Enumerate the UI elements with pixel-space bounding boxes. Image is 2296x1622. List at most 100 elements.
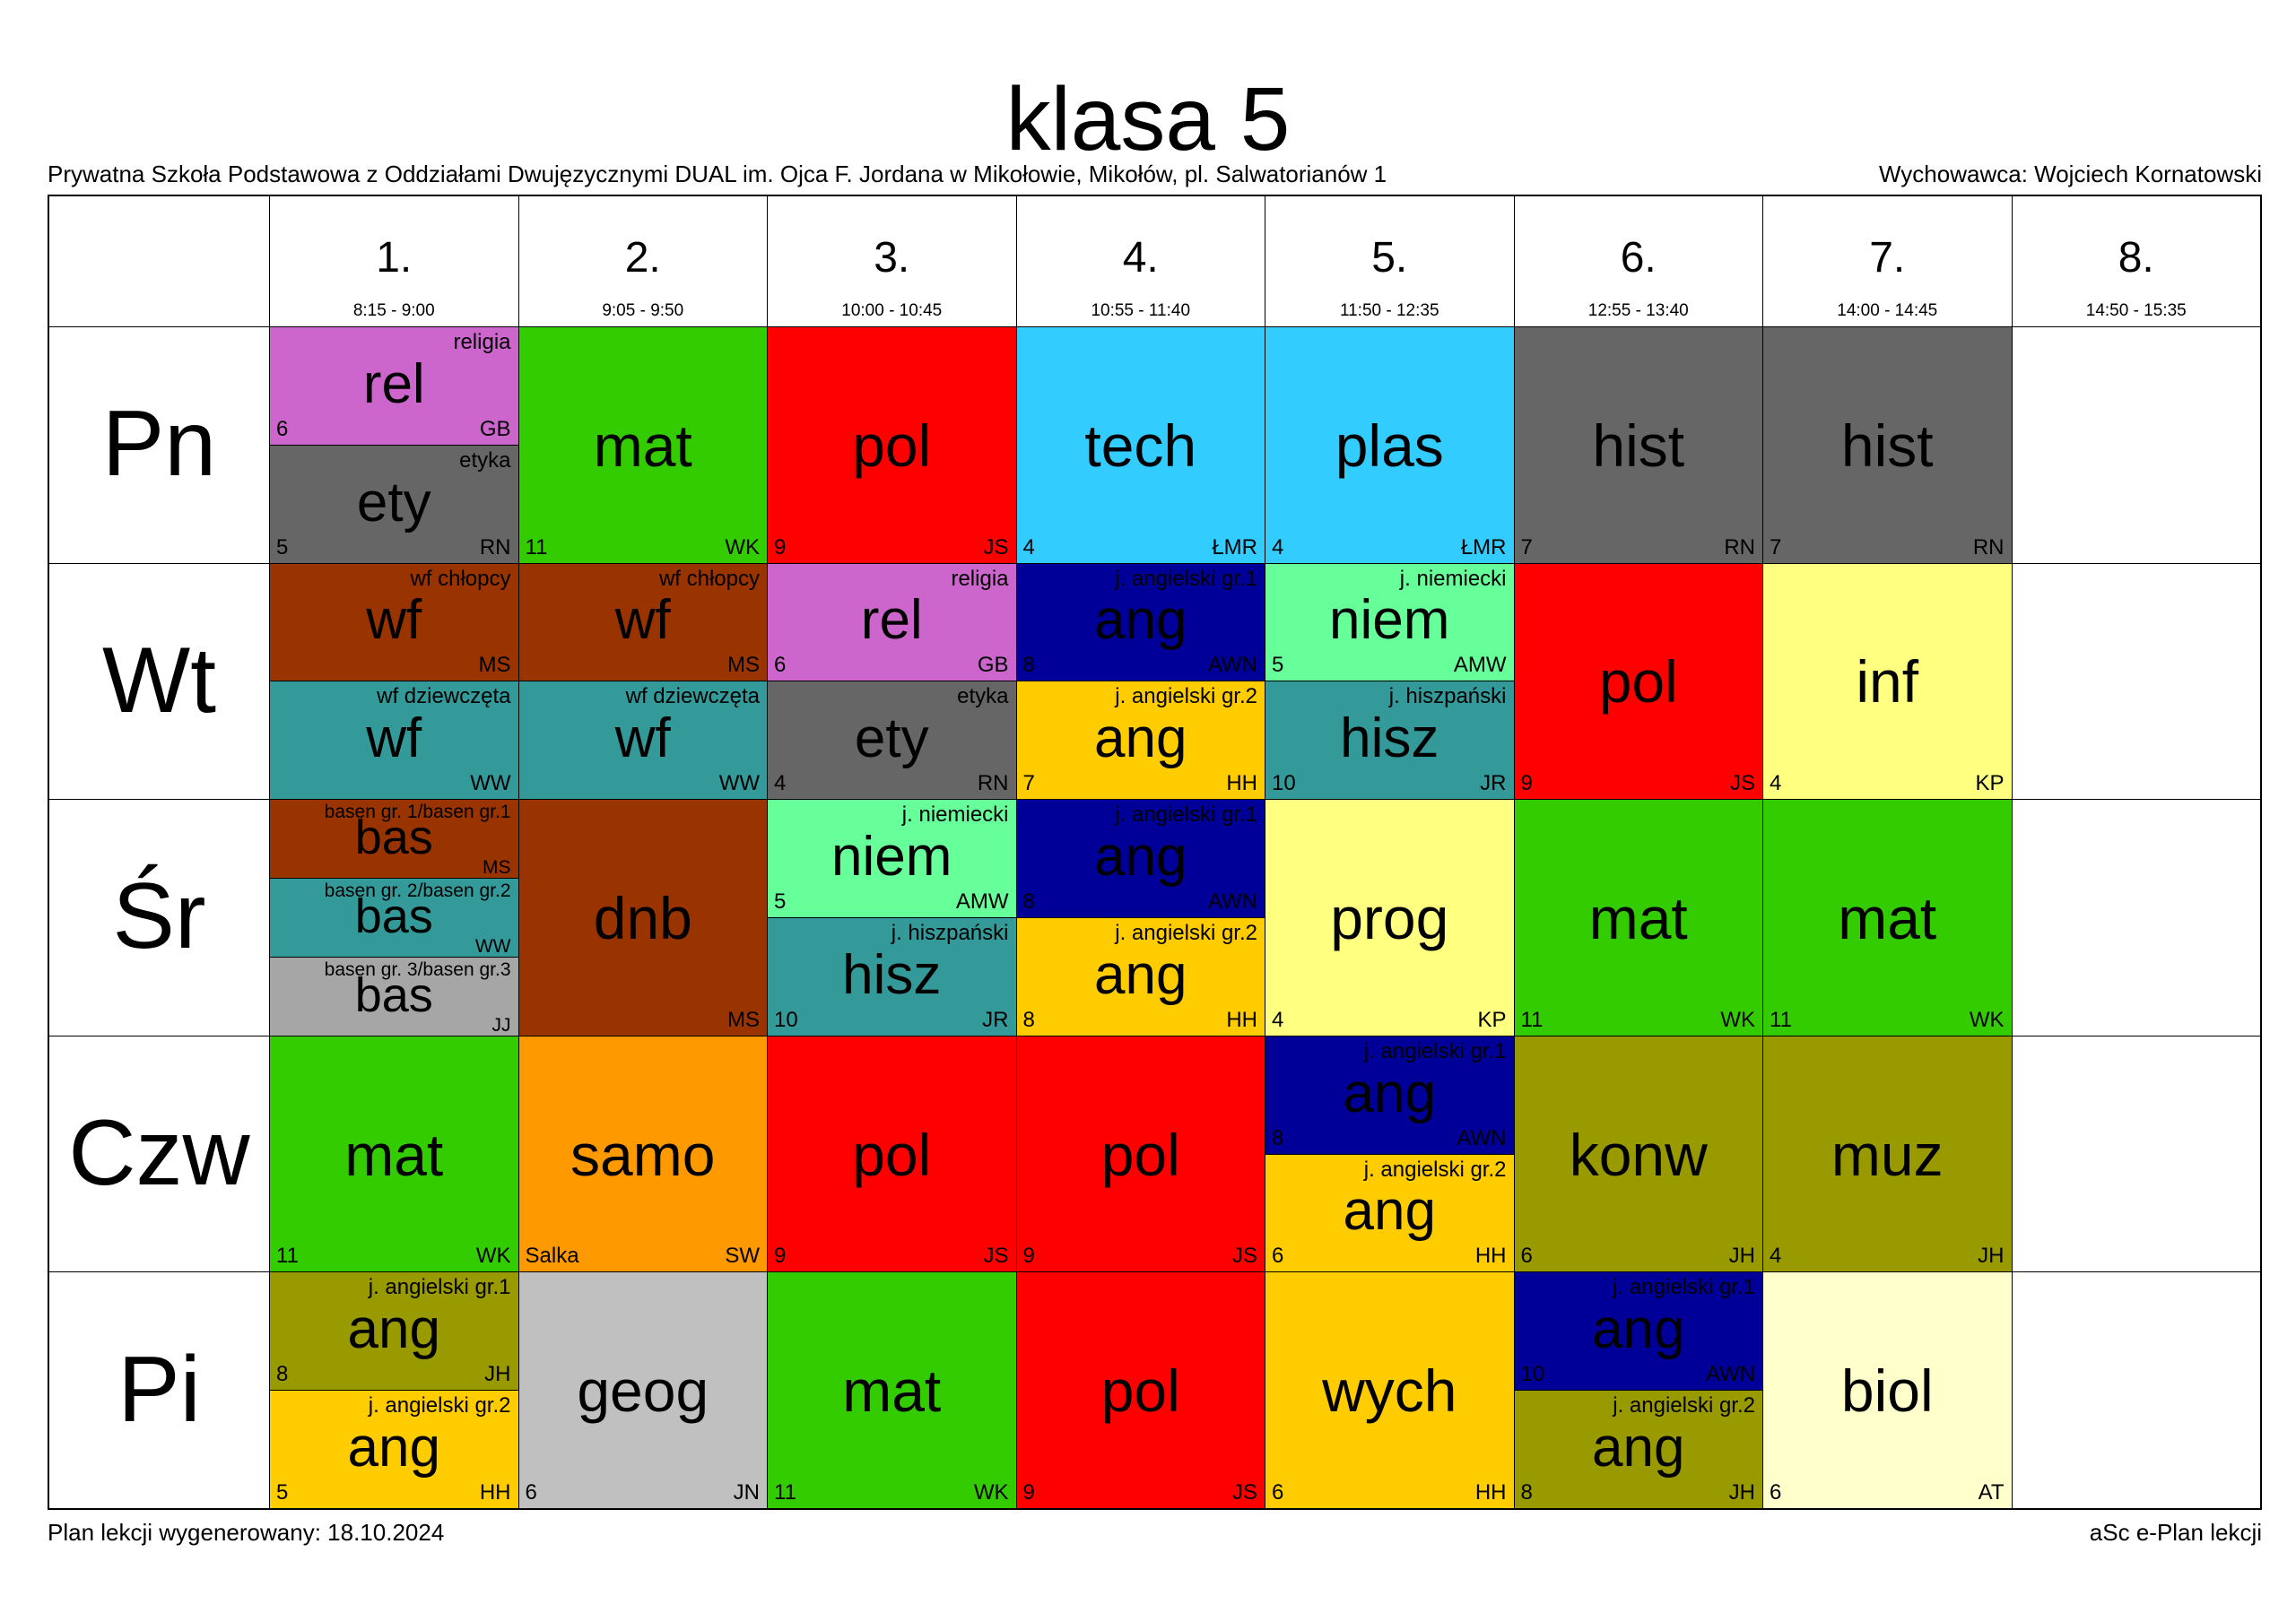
- lesson-cell[interactable]: ang j. angielski gr.1 8 AWN: [1265, 1035, 1515, 1155]
- lesson-cell[interactable]: niem j. niemiecki 5 AMW: [1265, 562, 1515, 682]
- lesson-cell[interactable]: bas basen gr. 3/basen gr.3 JJ: [269, 956, 519, 1037]
- lesson-cell[interactable]: bas basen gr. 2/basen gr.2 WW: [269, 878, 519, 958]
- school-name: Prywatna Szkoła Podstawowa z Oddziałami …: [48, 160, 1387, 187]
- lesson-full-name: j. angielski gr.2: [368, 1393, 511, 1418]
- lesson-cell[interactable]: pol 9 JS: [1015, 1035, 1265, 1273]
- lesson-full-name: j. niemiecki: [1399, 566, 1507, 591]
- lesson-cell[interactable]: ang j. angielski gr.1 8 AWN: [1015, 562, 1265, 682]
- lesson-cell[interactable]: hisz j. hiszpański 10 JR: [1265, 681, 1515, 801]
- lesson-full-name: j. angielski gr.1: [1613, 1275, 1755, 1300]
- lesson-teacher: MS: [727, 653, 760, 678]
- lesson-subject: pol: [1100, 1357, 1180, 1425]
- lesson-subject: mat: [593, 412, 692, 479]
- lesson-room: 10: [1520, 1362, 1545, 1387]
- lesson-cell[interactable]: ang j. angielski gr.2 8 JH: [1513, 1390, 1763, 1509]
- lesson-cell[interactable]: ang j. angielski gr.2 7 HH: [1015, 681, 1265, 801]
- lesson-cell[interactable]: konw 6 JH: [1513, 1035, 1763, 1273]
- lesson-cell[interactable]: mat 11 WK: [767, 1271, 1017, 1509]
- lesson-cell[interactable]: prog 4 KP: [1265, 799, 1515, 1037]
- lesson-room: 6: [1272, 1479, 1284, 1505]
- lesson-cell[interactable]: hist 7 RN: [1513, 326, 1763, 564]
- lesson-subject: niem: [831, 826, 952, 889]
- period-header: 5. 11:50 - 12:35: [1265, 196, 1514, 326]
- lesson-subject: konw: [1569, 1121, 1708, 1188]
- lesson-teacher: JS: [1231, 1244, 1257, 1269]
- lesson-room: 11: [774, 1479, 796, 1505]
- lesson-cell[interactable]: hist 7 RN: [1762, 326, 2013, 564]
- day-label: Pi: [117, 1337, 201, 1442]
- lesson-cell[interactable]: mat 11 WK: [269, 1035, 519, 1273]
- lesson-cell[interactable]: ety etyka 4 RN: [767, 681, 1017, 801]
- lesson-teacher: WK: [725, 534, 760, 559]
- lesson-full-name: j. angielski gr.1: [1363, 1038, 1507, 1063]
- lesson-teacher: JH: [1728, 1244, 1755, 1269]
- lesson-teacher: JJ: [491, 1014, 511, 1036]
- period-number: 8.: [2118, 234, 2154, 282]
- lesson-cell[interactable]: ang j. angielski gr.2 8 HH: [1015, 917, 1265, 1037]
- lesson-cell[interactable]: ang j. angielski gr.1 8 AWN: [1015, 799, 1265, 918]
- lesson-teacher: JS: [983, 534, 1009, 559]
- lesson-cell[interactable]: ang j. angielski gr.2 6 HH: [1265, 1153, 1515, 1273]
- lesson-cell[interactable]: wf wf chłopcy MS: [517, 562, 768, 682]
- lesson-teacher: AWN: [1705, 1362, 1755, 1387]
- lesson-cell[interactable]: mat 11 WK: [517, 326, 768, 564]
- lesson-cell[interactable]: pol 9 JS: [1015, 1271, 1265, 1509]
- lesson-cell[interactable]: plas 4 ŁMR: [1265, 326, 1515, 564]
- lesson-full-name: j. niemiecki: [901, 802, 1009, 828]
- lesson-cell[interactable]: wych 6 HH: [1265, 1271, 1515, 1509]
- lesson-room: 5: [276, 1479, 289, 1505]
- lesson-subject: ang: [347, 1298, 440, 1361]
- column-divider: [2260, 326, 2261, 1508]
- period-header: 8. 14:50 - 15:35: [2011, 196, 2261, 326]
- lesson-subject: bas: [354, 967, 433, 1022]
- lesson-cell[interactable]: biol 6 AT: [1762, 1271, 2013, 1509]
- lesson-cell[interactable]: bas basen gr. 1/basen gr.1 MS: [269, 799, 519, 880]
- lesson-full-name: j. angielski gr.1: [1115, 566, 1257, 591]
- lesson-teacher: MS: [727, 1007, 760, 1032]
- lesson-cell[interactable]: hisz j. hiszpański 10 JR: [767, 917, 1017, 1037]
- lesson-cell[interactable]: inf 4 KP: [1762, 562, 2013, 801]
- lesson-cell[interactable]: samo Salka SW: [517, 1035, 768, 1273]
- lesson-teacher: WK: [1969, 1007, 2005, 1032]
- lesson-teacher: HH: [479, 1479, 511, 1505]
- lesson-cell[interactable]: dnb MS: [517, 799, 768, 1037]
- lesson-subject: ang: [1094, 826, 1187, 889]
- lesson-full-name: basen gr. 3/basen gr.3: [324, 958, 511, 980]
- period-header: 3. 10:00 - 10:45: [767, 196, 1016, 326]
- lesson-cell[interactable]: wf wf dziewczęta WW: [517, 681, 768, 801]
- lesson-cell[interactable]: wf wf chłopcy MS: [269, 562, 519, 682]
- lesson-room: 6: [525, 1479, 537, 1505]
- lesson-teacher: RN: [479, 534, 511, 559]
- lesson-cell[interactable]: ety etyka 5 RN: [269, 444, 519, 564]
- lesson-cell[interactable]: rel religia 6 GB: [269, 326, 519, 446]
- lesson-cell[interactable]: mat 11 WK: [1513, 799, 1763, 1037]
- day-label: Pn: [101, 392, 217, 497]
- lesson-teacher: WK: [1720, 1007, 1755, 1032]
- lesson-subject: pol: [1598, 648, 1678, 716]
- period-time: 8:15 - 9:00: [352, 301, 435, 320]
- lesson-cell[interactable]: pol 9 JS: [1513, 562, 1763, 801]
- lesson-cell[interactable]: mat 11 WK: [1762, 799, 2013, 1037]
- lesson-subject: muz: [1831, 1121, 1944, 1188]
- lesson-subject: wych: [1322, 1357, 1457, 1425]
- lesson-cell[interactable]: tech 4 ŁMR: [1015, 326, 1265, 564]
- lesson-cell[interactable]: muz 4 JH: [1762, 1035, 2013, 1273]
- lesson-room: 5: [276, 534, 289, 559]
- lesson-teacher: JR: [1480, 771, 1507, 796]
- lesson-teacher: JH: [1728, 1479, 1755, 1505]
- lesson-subject: mat: [344, 1121, 444, 1188]
- lesson-cell[interactable]: niem j. niemiecki 5 AMW: [767, 799, 1017, 918]
- lesson-cell[interactable]: ang j. angielski gr.1 8 JH: [269, 1271, 519, 1392]
- lesson-full-name: etyka: [957, 684, 1009, 709]
- lesson-subject: ang: [1343, 1180, 1436, 1243]
- lesson-cell[interactable]: pol 9 JS: [767, 326, 1017, 564]
- lesson-cell[interactable]: ang j. angielski gr.2 5 HH: [269, 1390, 519, 1509]
- lesson-cell[interactable]: ang j. angielski gr.1 10 AWN: [1513, 1271, 1763, 1392]
- lesson-cell[interactable]: wf wf dziewczęta WW: [269, 681, 519, 801]
- lesson-cell[interactable]: geog 6 JN: [517, 1271, 768, 1509]
- period-number: 4.: [1122, 234, 1159, 282]
- lesson-teacher: KP: [1477, 1007, 1507, 1032]
- lesson-cell[interactable]: rel religia 6 GB: [767, 562, 1017, 682]
- lesson-cell[interactable]: pol 9 JS: [767, 1035, 1017, 1273]
- lesson-subject: rel: [362, 352, 425, 415]
